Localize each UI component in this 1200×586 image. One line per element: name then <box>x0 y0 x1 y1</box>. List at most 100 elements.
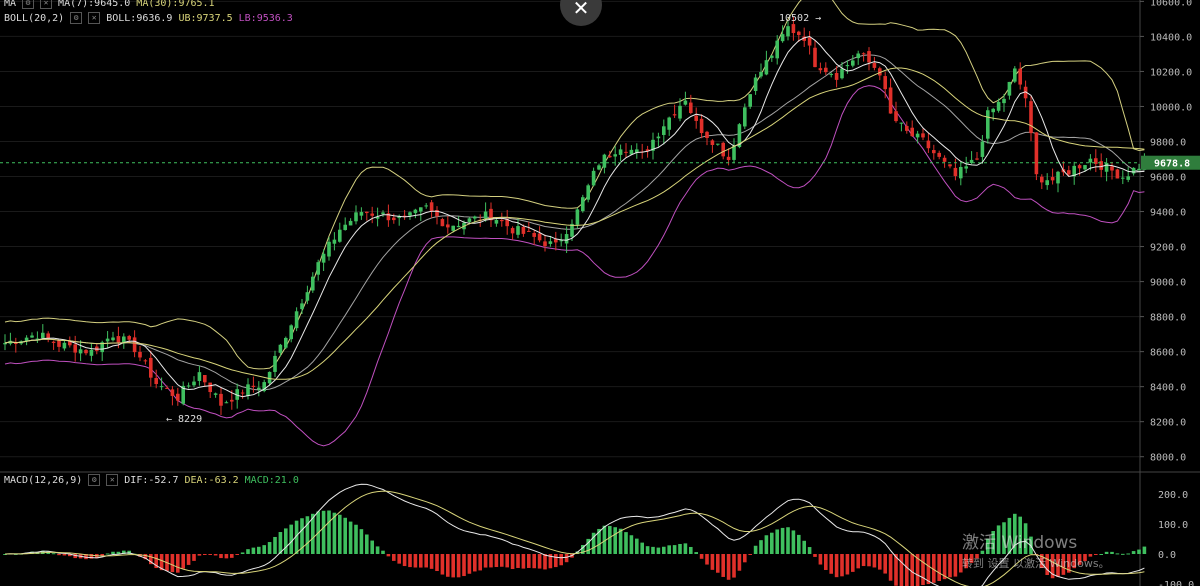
macd-bar <box>311 513 315 554</box>
macd-bar <box>597 528 601 554</box>
ma30-line <box>4 67 1145 380</box>
candle <box>208 382 212 393</box>
macd-bar <box>802 540 806 554</box>
macd-bar <box>662 546 666 554</box>
macd-bar <box>926 554 931 585</box>
macd-bar <box>608 525 612 554</box>
candle <box>791 24 796 34</box>
candle <box>170 389 175 396</box>
macd-bar <box>759 540 763 554</box>
settings-icon[interactable]: ⚙ <box>22 0 35 9</box>
macd-bar <box>462 554 466 577</box>
candle <box>748 94 752 107</box>
candle <box>489 208 493 221</box>
candle <box>300 303 304 310</box>
macd-bar <box>586 538 590 554</box>
macd-bar <box>494 554 499 568</box>
macd-bar <box>381 550 385 554</box>
boll-value: BOLL:9636.9 <box>106 12 173 24</box>
macd-bar <box>878 554 882 570</box>
macd-bar <box>478 554 482 571</box>
macd-bar <box>192 554 196 561</box>
macd-label: MACD(12,26,9) <box>4 474 83 486</box>
high-marker: 10502 → <box>779 13 821 24</box>
candle <box>435 210 439 217</box>
candle <box>132 337 137 353</box>
candle <box>197 372 202 381</box>
candle <box>672 114 677 116</box>
candle <box>1029 101 1033 134</box>
candle <box>138 351 142 358</box>
candle <box>408 212 412 216</box>
candle <box>651 139 655 151</box>
macd-bar <box>764 535 769 554</box>
candle <box>786 26 790 37</box>
candle <box>35 338 40 340</box>
candle <box>1023 86 1028 99</box>
candle <box>883 76 887 90</box>
candle <box>802 36 806 41</box>
candle <box>732 145 736 160</box>
candle <box>807 37 812 46</box>
candle <box>942 157 947 162</box>
macd-bar <box>867 554 871 567</box>
macd-bar <box>170 554 175 573</box>
bollinger-bands <box>4 0 1145 447</box>
candle <box>840 68 844 79</box>
candle <box>143 360 148 362</box>
candle <box>1018 68 1022 85</box>
candle <box>602 154 607 168</box>
candle <box>629 149 634 155</box>
macd-bar <box>894 554 898 586</box>
macd-bar <box>824 554 828 570</box>
low-marker: ← 8229 <box>166 414 202 425</box>
boll-mid-line <box>4 54 1145 391</box>
macd-bar <box>122 550 126 554</box>
candle <box>456 225 461 228</box>
watermark-subtitle: 转到 设置 以激活 Windows。 <box>962 557 1110 570</box>
macd-bar <box>753 545 758 554</box>
macd-bar <box>726 554 731 580</box>
macd-bar <box>111 551 115 554</box>
candle <box>505 219 509 227</box>
macd-bar <box>872 554 877 568</box>
macd-bar <box>224 554 229 559</box>
macd-bar <box>1045 554 1049 576</box>
candle <box>818 68 823 71</box>
candle <box>219 393 223 406</box>
macd-bar <box>964 554 968 569</box>
candle <box>591 170 596 186</box>
settings-icon[interactable]: ⚙ <box>70 12 83 24</box>
macd-bar <box>332 512 337 554</box>
macd-bar <box>408 554 412 568</box>
candle <box>365 211 369 214</box>
candle <box>257 387 261 390</box>
candle <box>316 262 320 275</box>
close-icon[interactable]: ✕ <box>88 12 101 24</box>
candle <box>451 225 455 231</box>
candle <box>1088 158 1093 163</box>
macd-bar <box>1023 523 1028 554</box>
candle <box>321 253 326 263</box>
price-tick-label: 9400.0 <box>1150 208 1186 219</box>
candle <box>834 72 839 80</box>
candle <box>413 209 418 214</box>
close-icon[interactable]: ✕ <box>40 0 53 9</box>
macd-bar <box>429 554 434 569</box>
candle <box>159 386 164 388</box>
macd-bar <box>116 551 121 554</box>
macd-bar <box>505 554 509 568</box>
macd-bar <box>1137 549 1141 554</box>
macd-bar <box>932 554 936 583</box>
candle <box>980 141 985 157</box>
close-icon[interactable]: ✕ <box>106 474 119 486</box>
settings-icon[interactable]: ⚙ <box>88 474 101 486</box>
macd-bar <box>645 546 650 554</box>
macd-bar <box>629 535 634 554</box>
candle <box>527 230 531 232</box>
candle <box>116 336 121 343</box>
candle <box>1034 132 1039 175</box>
macd-bar <box>775 529 779 554</box>
